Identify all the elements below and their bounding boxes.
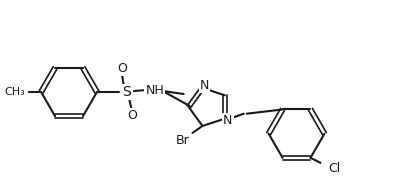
Text: N: N	[223, 114, 232, 127]
Text: O: O	[117, 62, 127, 74]
Text: Br: Br	[176, 134, 189, 147]
Text: NH: NH	[145, 84, 164, 97]
Text: S: S	[123, 85, 131, 99]
Text: CH₃: CH₃	[4, 87, 25, 97]
Text: Cl: Cl	[328, 162, 341, 175]
Text: N: N	[200, 79, 209, 92]
Text: O: O	[127, 109, 137, 122]
